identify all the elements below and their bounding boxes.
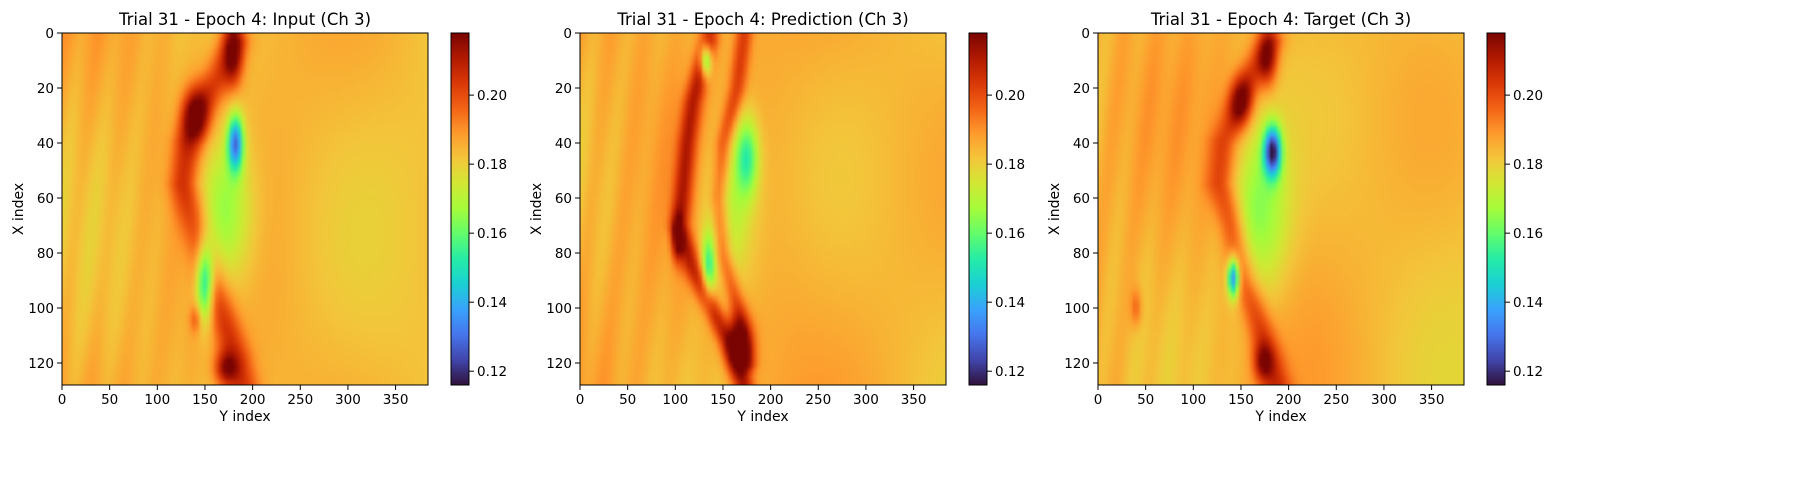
x-tick-label: 200 xyxy=(240,392,266,408)
y-tick-label: 20 xyxy=(555,81,572,97)
x-tick-label: 0 xyxy=(576,392,585,408)
x-tick-label: 250 xyxy=(1323,392,1349,408)
y-tick-label: 80 xyxy=(1073,246,1090,262)
colorbar-tick-label: 0.20 xyxy=(995,88,1025,104)
y-tick-label: 60 xyxy=(1073,191,1090,207)
y-axis-label: X index xyxy=(11,183,27,235)
x-tick-label: 200 xyxy=(758,392,784,408)
x-tick-label: 0 xyxy=(58,392,67,408)
colorbar-tick-label: 0.20 xyxy=(477,88,507,104)
plot-frame xyxy=(1097,32,1465,386)
colorbar xyxy=(1486,32,1506,386)
colorbar-tick-label: 0.16 xyxy=(995,226,1025,242)
colorbar-tick-label: 0.18 xyxy=(995,157,1025,173)
y-tick-label: 0 xyxy=(45,26,54,42)
x-tick-label: 300 xyxy=(335,392,361,408)
heatmap-image xyxy=(1098,33,1464,385)
colorbar-tick-label: 0.14 xyxy=(477,295,507,311)
x-tick-label: 100 xyxy=(662,392,688,408)
panel-title: Trial 31 - Epoch 4: Target (Ch 3) xyxy=(1150,10,1411,29)
x-tick-label: 300 xyxy=(853,392,879,408)
x-tick-label: 50 xyxy=(1137,392,1154,408)
y-tick-label: 40 xyxy=(37,136,54,152)
colorbar-tick-label: 0.16 xyxy=(1513,226,1543,242)
panel-title: Trial 31 - Epoch 4: Input (Ch 3) xyxy=(118,10,371,29)
x-tick-label: 350 xyxy=(383,392,409,408)
colorbar-tick-label: 0.18 xyxy=(1513,157,1543,173)
y-tick-label: 60 xyxy=(37,191,54,207)
y-tick-label: 20 xyxy=(1073,81,1090,97)
colorbar-tick-label: 0.14 xyxy=(995,295,1025,311)
colorbar-tick-label: 0.14 xyxy=(1513,295,1543,311)
panel-title: Trial 31 - Epoch 4: Prediction (Ch 3) xyxy=(616,10,908,29)
y-tick-label: 100 xyxy=(546,301,572,317)
x-tick-label: 150 xyxy=(1228,392,1254,408)
x-tick-label: 200 xyxy=(1276,392,1302,408)
x-tick-label: 100 xyxy=(1180,392,1206,408)
x-tick-label: 0 xyxy=(1094,392,1103,408)
x-tick-label: 50 xyxy=(619,392,636,408)
colorbar-tick-label: 0.20 xyxy=(1513,88,1543,104)
plot-frame xyxy=(579,32,947,386)
x-tick-label: 300 xyxy=(1371,392,1397,408)
colorbar-tick-label: 0.16 xyxy=(477,226,507,242)
colorbar-tick-label: 0.12 xyxy=(477,364,507,380)
x-axis-label: Y index xyxy=(736,409,788,425)
x-tick-label: 100 xyxy=(144,392,170,408)
x-tick-label: 150 xyxy=(710,392,736,408)
y-tick-label: 40 xyxy=(1073,136,1090,152)
heatmap-image xyxy=(62,33,428,385)
x-tick-label: 150 xyxy=(192,392,218,408)
y-tick-label: 0 xyxy=(563,26,572,42)
colorbar xyxy=(968,32,988,386)
y-axis-label: X index xyxy=(1047,183,1063,235)
y-tick-label: 120 xyxy=(28,356,54,372)
colorbar xyxy=(450,32,470,386)
x-tick-label: 350 xyxy=(901,392,927,408)
y-tick-label: 100 xyxy=(28,301,54,317)
colorbar-tick-label: 0.18 xyxy=(477,157,507,173)
y-tick-label: 120 xyxy=(546,356,572,372)
y-tick-label: 80 xyxy=(37,246,54,262)
x-axis-label: Y index xyxy=(218,409,270,425)
chart-panel-2: 0 50 100 150 200 250 300 350 0 20 40 60 80 100 120 Y in… xyxy=(529,10,1025,425)
x-axis-label: Y index xyxy=(1254,409,1306,425)
y-tick-label: 20 xyxy=(37,81,54,97)
heatmap-image xyxy=(580,33,946,385)
x-tick-label: 50 xyxy=(101,392,118,408)
x-tick-label: 350 xyxy=(1419,392,1445,408)
x-tick-label: 250 xyxy=(287,392,313,408)
colorbar-tick-label: 0.12 xyxy=(995,364,1025,380)
y-tick-label: 60 xyxy=(555,191,572,207)
chart-panel-1: 0 50 100 150 200 250 300 350 0 20 40 60 80 100 120 Y in… xyxy=(11,10,507,425)
y-tick-label: 120 xyxy=(1064,356,1090,372)
y-axis-label: X index xyxy=(529,183,545,235)
plot-frame xyxy=(61,32,429,386)
x-tick-label: 250 xyxy=(805,392,831,408)
chart-panel-3: 0 50 100 150 200 250 300 350 0 20 40 60 80 100 120 Y in… xyxy=(1047,10,1543,425)
colorbar-tick-label: 0.12 xyxy=(1513,364,1543,380)
y-tick-label: 0 xyxy=(1081,26,1090,42)
y-tick-label: 100 xyxy=(1064,301,1090,317)
y-tick-label: 80 xyxy=(555,246,572,262)
y-tick-label: 40 xyxy=(555,136,572,152)
